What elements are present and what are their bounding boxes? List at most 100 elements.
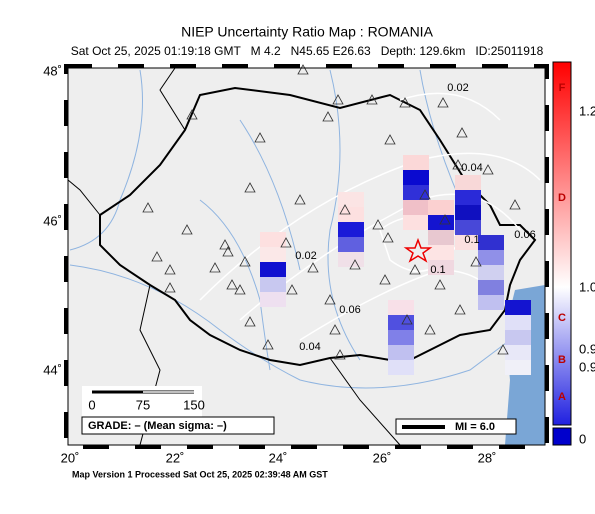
- station: [452, 159, 464, 170]
- cell: [338, 237, 364, 252]
- footer: Map Version 1 Processed Sat Oct 25, 2025…: [72, 469, 328, 479]
- frame-ticks: [64, 64, 549, 449]
- contour-label: 0.04: [299, 341, 320, 353]
- cell: [260, 247, 286, 262]
- station: [307, 262, 319, 273]
- station: [334, 349, 346, 360]
- station: [349, 259, 361, 270]
- cell: [428, 200, 454, 215]
- station: [497, 344, 509, 355]
- cell: [260, 292, 286, 307]
- uncertainty-cells: [260, 155, 531, 375]
- station: [437, 97, 449, 108]
- station: [262, 339, 274, 350]
- station: [456, 127, 468, 138]
- lat-label: 46˚: [43, 213, 62, 228]
- subtitle: Sat Oct 25, 2025 01:19:18 GMT M 4.2 N45.…: [71, 44, 544, 58]
- cell: [478, 235, 504, 250]
- contour-label: 0.04: [461, 162, 482, 174]
- colorbar-zero: [552, 427, 572, 446]
- epicenter: [403, 237, 433, 263]
- station: [244, 316, 256, 327]
- grade-letter: F: [559, 82, 566, 94]
- lon-label: 24˚: [269, 450, 288, 465]
- contour-labels: 0.02 0.04 0.06 0.02 0.06 0.04 0.1 0.1: [295, 82, 535, 353]
- station: [280, 237, 292, 248]
- station: [372, 219, 384, 230]
- colorbar-label: 0.9: [579, 341, 595, 356]
- station: [439, 214, 451, 225]
- contour-label: 0.02: [447, 82, 468, 94]
- lon-label: 22˚: [166, 450, 185, 465]
- cell: [455, 205, 481, 220]
- station: [219, 239, 231, 250]
- cell: [505, 360, 531, 375]
- cell: [403, 170, 429, 185]
- colorbar: [552, 61, 572, 446]
- cell: [388, 345, 414, 360]
- cell: [428, 230, 454, 245]
- scale-label: 0: [88, 397, 95, 412]
- lon-label: 20˚: [61, 450, 80, 465]
- colorbar-label: 1.0: [579, 279, 595, 294]
- cell: [478, 250, 504, 265]
- cell: [403, 200, 429, 215]
- station: [222, 246, 234, 257]
- lat-label: 48˚: [43, 63, 62, 78]
- cell: [403, 155, 429, 170]
- scale-label: 75: [136, 397, 150, 412]
- cell: [505, 330, 531, 345]
- station: [329, 324, 341, 335]
- cell: [428, 260, 454, 275]
- station: [209, 262, 221, 273]
- contour-label: 0.1: [430, 264, 445, 276]
- station: [226, 279, 238, 290]
- station: [254, 132, 266, 143]
- station: [382, 232, 394, 243]
- map: 0.02 0.04 0.06 0.02 0.06 0.04 0.1 0.1: [64, 64, 549, 449]
- station: [399, 97, 411, 108]
- cell: [338, 222, 364, 237]
- cell: [338, 252, 364, 267]
- mi-box: [395, 418, 517, 435]
- grade-letter: C: [558, 312, 566, 324]
- grade-letter: A: [558, 391, 566, 403]
- station: [322, 111, 334, 122]
- cell: [338, 192, 364, 207]
- station: [239, 256, 251, 267]
- lon-label: 26˚: [373, 450, 392, 465]
- cell: [388, 360, 414, 375]
- station: [164, 282, 176, 293]
- cell: [505, 345, 531, 360]
- station: [384, 134, 396, 145]
- station: [332, 94, 344, 105]
- station: [324, 294, 336, 305]
- station: [339, 204, 351, 215]
- cell: [403, 215, 429, 230]
- station: [470, 256, 482, 267]
- map-background: [68, 68, 545, 445]
- cell: [388, 315, 414, 330]
- station: [366, 94, 378, 105]
- station: [482, 164, 494, 175]
- station: [409, 264, 421, 275]
- colorbar-label: 0: [579, 431, 586, 446]
- colorbar-label: 1.2: [579, 103, 595, 118]
- contour-label: 0.06: [514, 229, 535, 241]
- cell: [455, 220, 481, 235]
- station: [186, 109, 198, 120]
- cell: [455, 190, 481, 205]
- station: [286, 284, 298, 295]
- grade-letter: D: [558, 192, 566, 204]
- station: [164, 264, 176, 275]
- country-border: [99, 86, 537, 367]
- cell: [505, 300, 531, 315]
- cell: [260, 232, 286, 247]
- cell: [403, 185, 429, 200]
- cell: [260, 277, 286, 292]
- colorbar-label: 0.9: [579, 359, 595, 374]
- title: NIEP Uncertainty Ratio Map : ROMANIA: [181, 24, 433, 40]
- colorbar-ramp: [552, 61, 572, 426]
- station: [379, 274, 391, 285]
